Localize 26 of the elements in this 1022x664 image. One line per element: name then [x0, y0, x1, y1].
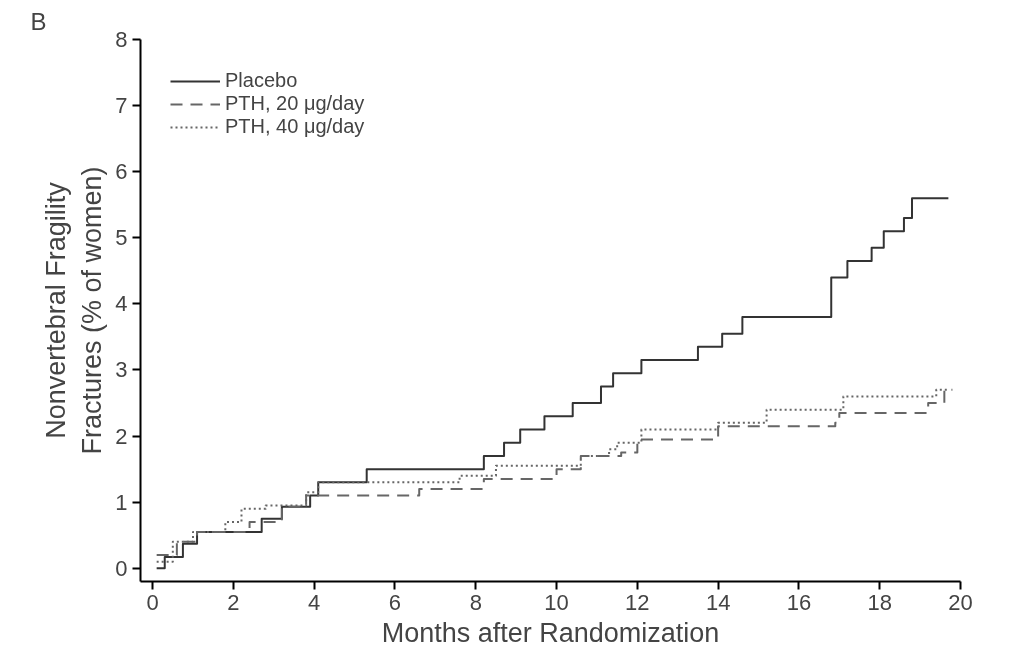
x-axis-title: Months after Randomization — [381, 617, 720, 648]
x-tick-label: 10 — [544, 589, 569, 615]
x-tick-label: 20 — [948, 589, 973, 615]
y-tick-label: 7 — [115, 93, 128, 119]
x-tick-label: 6 — [388, 589, 402, 615]
legend-label: Placebo — [225, 69, 298, 92]
y-tick-label: 8 — [115, 27, 128, 52]
x-tick-label: 12 — [625, 589, 650, 615]
y-tick-label: 1 — [115, 489, 128, 515]
x-tick-label: 16 — [786, 589, 812, 615]
y-tick-label: 4 — [115, 291, 128, 317]
x-tick-label: 14 — [705, 589, 731, 615]
x-tick-label: 2 — [227, 589, 240, 615]
y-axis-title: Nonvertebral Fragility Fractures (% of women) — [41, 166, 108, 455]
x-tick-label: 0 — [146, 589, 159, 615]
y-tick-label: 0 — [115, 555, 128, 581]
text: B — [30, 7, 47, 35]
x-tick-label: 8 — [469, 589, 482, 615]
y-tick-label: 3 — [115, 357, 128, 383]
x-tick-label: 18 — [867, 589, 892, 615]
legend-label: PTH, 20 μg/day — [225, 92, 365, 115]
y-tick-label: 2 — [115, 423, 128, 449]
y-tick-label: 6 — [115, 159, 128, 185]
x-tick-label: 4 — [308, 589, 321, 615]
y-tick-label: 5 — [115, 225, 128, 251]
legend-label: PTH, 40 μg/day — [225, 115, 365, 138]
